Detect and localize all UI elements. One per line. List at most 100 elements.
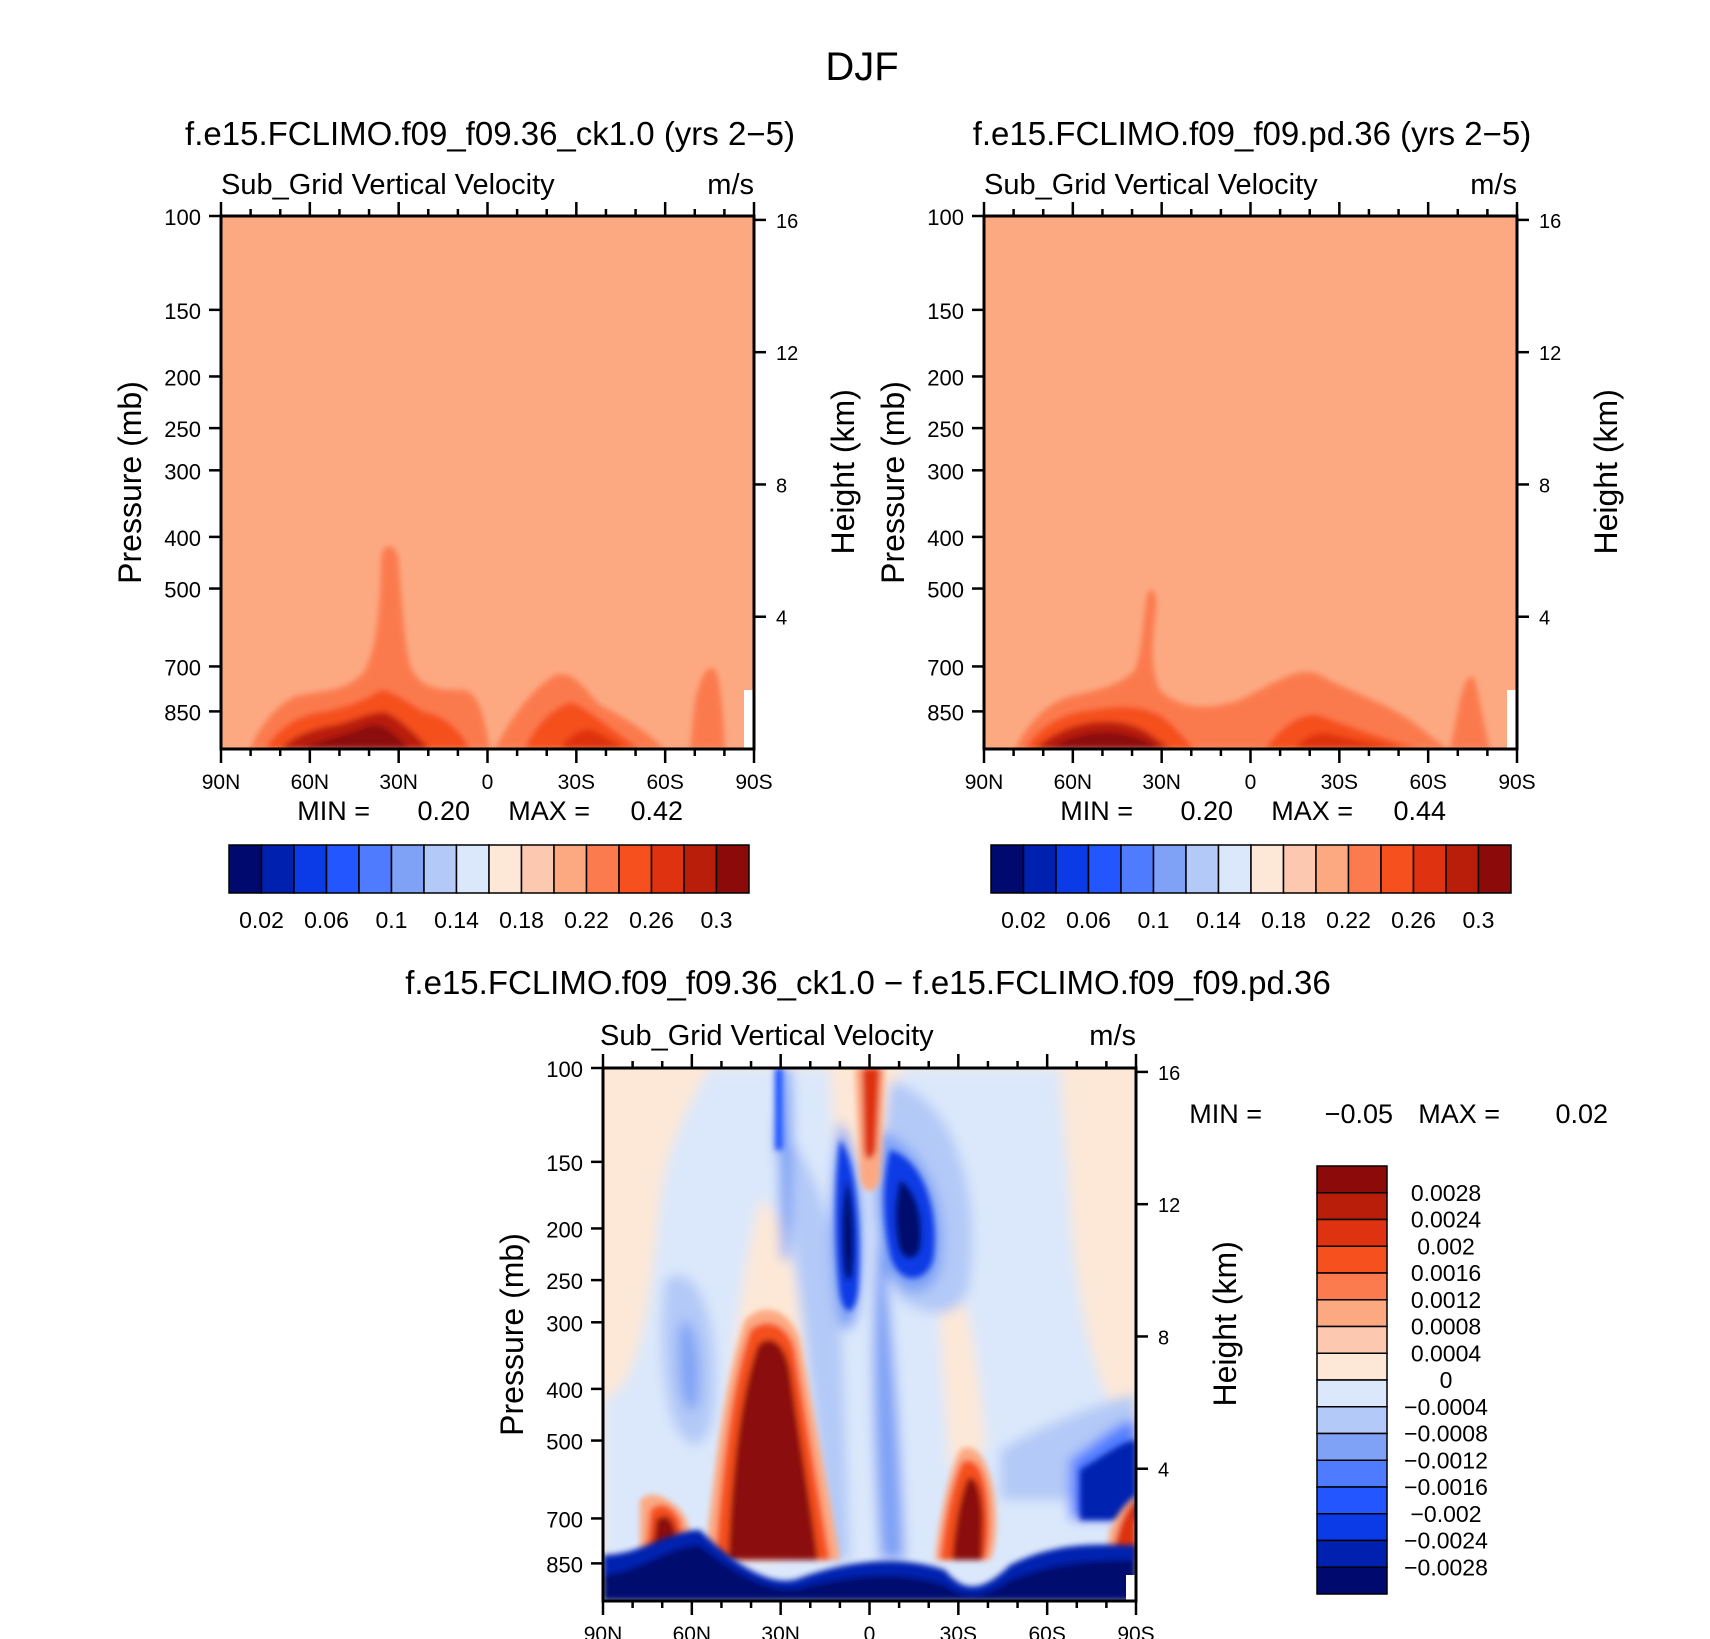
colorbar-label: 0.26 xyxy=(629,907,674,933)
latitude-tick-label: 30S xyxy=(558,771,595,794)
missing-data xyxy=(1126,1575,1136,1601)
colorbar-swatch xyxy=(325,844,360,894)
colorbar-swatch xyxy=(1412,844,1447,894)
pressure-tick-label: 100 xyxy=(164,205,201,230)
min-label: MIN = xyxy=(1060,796,1133,826)
heatmap-field xyxy=(603,1068,1136,1601)
colorbar-swatch xyxy=(1316,1513,1388,1542)
pressure-tick-label: 700 xyxy=(927,655,964,680)
height-tick-label: 4 xyxy=(1158,1460,1169,1482)
height-tick-label: 4 xyxy=(1539,608,1550,630)
panel-variable: Sub_Grid Vertical Velocity xyxy=(221,169,555,201)
pressure-tick-label: 850 xyxy=(164,700,201,725)
panel-variable: Sub_Grid Vertical Velocity xyxy=(600,1020,934,1052)
colorbar-label: 0.02 xyxy=(1001,907,1046,933)
latitude-tick-label: 90N xyxy=(584,1623,623,1639)
latitude-tick-label: 60S xyxy=(646,771,683,794)
colorbar-swatch xyxy=(1316,1325,1388,1354)
max-value: 0.44 xyxy=(1393,796,1446,826)
height-tick-label: 12 xyxy=(1539,343,1561,365)
colorbar-swatch xyxy=(1250,844,1285,894)
latitude-tick-label: 60S xyxy=(1028,1623,1065,1639)
colorbar-swatch xyxy=(1152,844,1187,894)
colorbar-swatch xyxy=(455,844,490,894)
colorbar-swatch xyxy=(1316,1566,1388,1595)
colorbar-swatch xyxy=(1022,844,1057,894)
heatmap-field xyxy=(221,216,754,749)
latitude-tick-label: 90S xyxy=(1117,1623,1154,1639)
pressure-tick-label: 300 xyxy=(164,459,201,484)
latitude-tick-label: 30N xyxy=(761,1623,800,1639)
colorbar-swatch xyxy=(1316,1245,1388,1274)
colorbar-swatch xyxy=(990,844,1025,894)
colorbar-difference: 0.00280.00240.0020.00160.00120.00080.000… xyxy=(1316,1165,1488,1595)
colorbar-swatch xyxy=(1477,844,1512,894)
colorbar-swatch xyxy=(1316,1432,1388,1461)
field-background xyxy=(984,216,1517,749)
height-tick-label: 12 xyxy=(776,343,798,365)
pressure-tick-label: 200 xyxy=(927,365,964,390)
colorbar-swatch xyxy=(1316,1218,1388,1247)
y-axis-label: Pressure (mb) xyxy=(875,381,911,584)
height-tick-label: 12 xyxy=(1158,1195,1180,1217)
colorbar-swatch xyxy=(553,844,588,894)
colorbar-label: 0.0028 xyxy=(1411,1180,1481,1206)
max-value: 0.02 xyxy=(1555,1099,1608,1129)
height-tick-label: 8 xyxy=(1158,1327,1169,1349)
colorbar-swatch xyxy=(1316,1299,1388,1328)
pressure-tick-label: 400 xyxy=(546,1378,583,1403)
latitude-tick-label: 30N xyxy=(379,771,418,794)
pressure-tick-label: 700 xyxy=(546,1507,583,1532)
colorbar-swatch xyxy=(1087,844,1122,894)
max-label: MAX = xyxy=(1271,796,1353,826)
boundary-layer xyxy=(603,1530,1136,1601)
colorbar-label: 0.0024 xyxy=(1411,1207,1482,1233)
latitude-tick-label: 90S xyxy=(1498,771,1535,794)
colorbar-label: −0.0028 xyxy=(1404,1554,1488,1580)
colorbar-label: 0.14 xyxy=(434,907,479,933)
pressure-tick-label: 400 xyxy=(927,526,964,551)
colorbar-swatch xyxy=(683,844,718,894)
latitude-tick-label: 0 xyxy=(482,771,494,794)
height-tick-label: 16 xyxy=(1539,211,1561,233)
colorbar-label: 0.18 xyxy=(499,907,544,933)
height-tick-label: 16 xyxy=(776,211,798,233)
pressure-tick-label: 150 xyxy=(927,299,964,324)
colorbar-swatch xyxy=(488,844,523,894)
colorbar-label: 0.06 xyxy=(304,907,349,933)
colorbar-label: 0.3 xyxy=(1463,907,1495,933)
panel-units: m/s xyxy=(707,169,754,201)
figure-title: DJF xyxy=(825,45,898,89)
pressure-tick-label: 150 xyxy=(164,299,201,324)
panel-variable: Sub_Grid Vertical Velocity xyxy=(984,169,1318,201)
colorbar-swatch xyxy=(358,844,393,894)
latitude-tick-label: 0 xyxy=(1245,771,1257,794)
min-value: 0.20 xyxy=(417,796,470,826)
min-value: 0.20 xyxy=(1180,796,1233,826)
colorbar-swatch xyxy=(1316,1165,1388,1194)
pressure-tick-label: 250 xyxy=(164,417,201,442)
colorbar-swatch xyxy=(715,844,750,894)
colorbar-swatch xyxy=(1380,844,1415,894)
latitude-tick-label: 0 xyxy=(864,1623,876,1639)
colorbar-label: 0.02 xyxy=(239,907,284,933)
colorbar-label: 0.0016 xyxy=(1411,1260,1481,1286)
colorbar-label: 0.14 xyxy=(1196,907,1241,933)
colorbar-swatch xyxy=(1316,1459,1388,1488)
latitude-tick-label: 60N xyxy=(673,1623,712,1639)
colorbar-swatch xyxy=(618,844,653,894)
colorbar-swatch xyxy=(228,844,263,894)
pressure-tick-label: 500 xyxy=(546,1430,583,1455)
colorbar-swatch xyxy=(1316,1192,1388,1221)
colorbar-swatch xyxy=(260,844,295,894)
latitude-tick-label: 60N xyxy=(1054,771,1093,794)
colorbar-label: 0.0004 xyxy=(1411,1340,1482,1366)
min-label: MIN = xyxy=(297,796,370,826)
colorbar-swatch xyxy=(650,844,685,894)
colorbar-swatch xyxy=(1316,1486,1388,1515)
height-tick-label: 4 xyxy=(776,608,787,630)
panel-control: f.e15.FCLIMO.f09_f09.pd.36 (yrs 2−5) Sub… xyxy=(875,115,1624,933)
height-tick-label: 16 xyxy=(1158,1063,1180,1085)
pressure-tick-label: 850 xyxy=(927,700,964,725)
